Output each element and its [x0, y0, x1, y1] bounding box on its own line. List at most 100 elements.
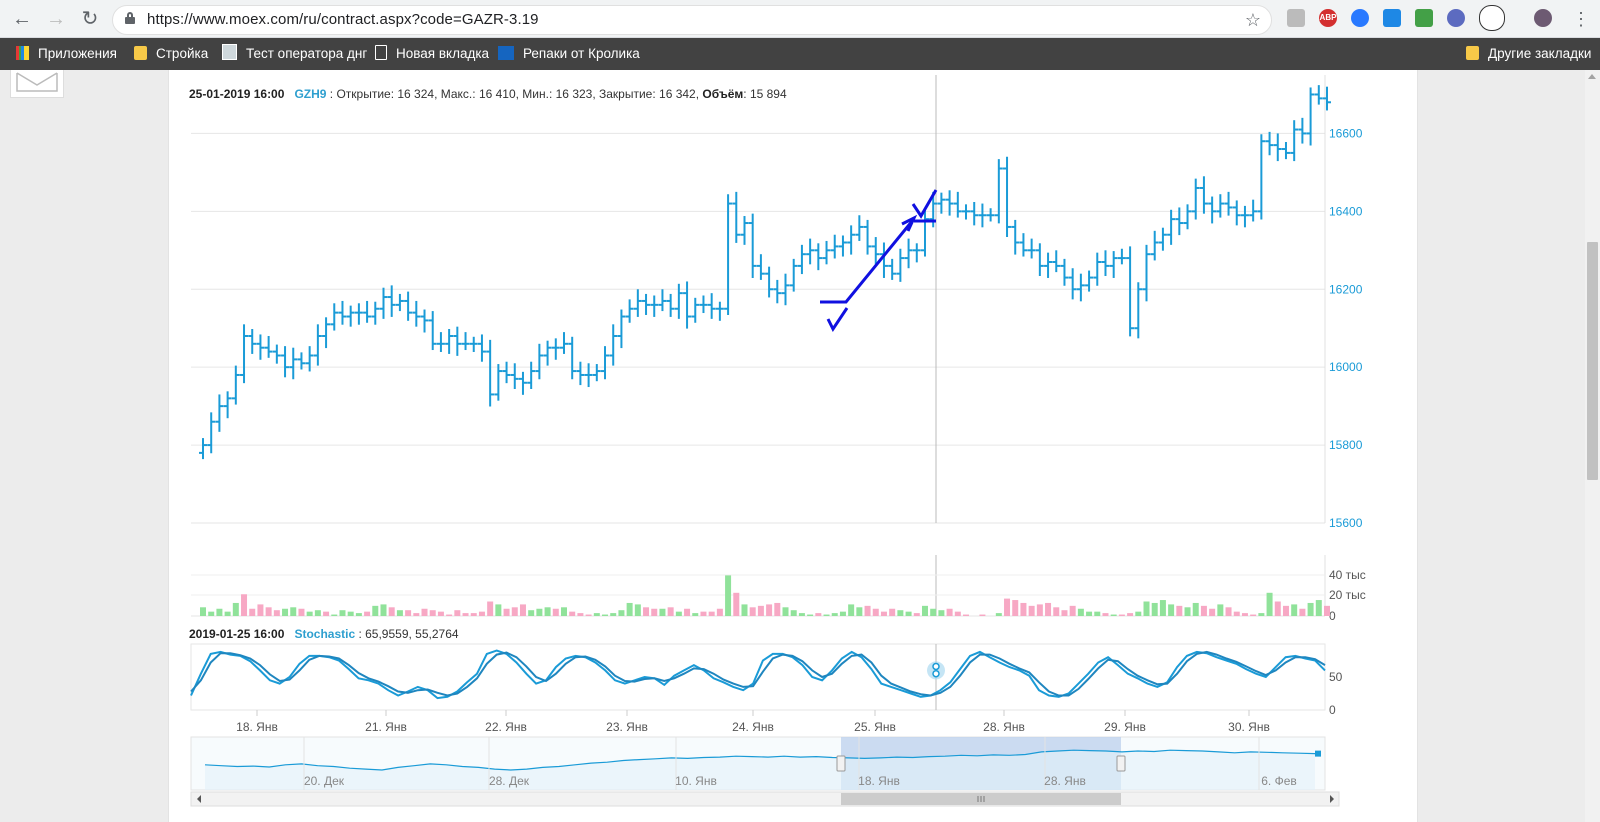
- reload-icon[interactable]: ↻: [81, 8, 99, 30]
- ohlc-bar: [855, 215, 864, 241]
- ohlc-bar: [871, 237, 880, 265]
- extension-e-icon[interactable]: [1351, 9, 1369, 27]
- volume-bar: [823, 614, 830, 616]
- volume-bar: [1077, 608, 1084, 616]
- ohlc-bar: [1323, 86, 1331, 111]
- bookmark-star-icon[interactable]: ☆: [1244, 10, 1261, 30]
- volume-bar: [388, 607, 395, 616]
- ohlc-bar: [207, 412, 216, 454]
- volume-bar: [1151, 602, 1158, 616]
- volume-bar: [1135, 611, 1142, 616]
- volume-bar: [1241, 613, 1248, 616]
- ohlc-bar: [518, 371, 527, 395]
- bookmark-repacks[interactable]: Репаки от Кролика: [498, 38, 640, 70]
- volume-bar: [1168, 604, 1175, 616]
- scroll-right-arrow-icon[interactable]: [1330, 795, 1334, 803]
- extension-play-icon[interactable]: [1383, 9, 1401, 27]
- volume-bar: [519, 604, 526, 616]
- volume-bar: [626, 602, 633, 616]
- ohlc-info-bar: 25-01-2019 16:00 GZH9 : Открытие: 16 324…: [189, 87, 787, 101]
- ohlc-bar: [986, 208, 995, 222]
- ohlc-bar: [404, 291, 413, 321]
- ohlc-bar: [773, 279, 782, 304]
- volume-bar: [405, 610, 412, 616]
- volume-bar: [782, 607, 789, 616]
- volume-bar: [273, 610, 280, 616]
- ohlc-bar: [592, 364, 601, 382]
- ohlc-bar: [1085, 270, 1094, 292]
- volume-bar: [741, 604, 748, 616]
- volume-tick-label: 40 тыс: [1329, 568, 1366, 582]
- info-volume-label: Объём: [702, 87, 744, 101]
- ohlc-bar: [1060, 258, 1069, 286]
- ohlc-bar: [445, 328, 454, 354]
- ohlc-bar: [1273, 133, 1282, 162]
- y-tick-label: 16000: [1329, 360, 1363, 374]
- navigator-scrollbar-track[interactable]: [190, 791, 1340, 807]
- ohlc-bar: [609, 324, 618, 366]
- navigator-handle[interactable]: [1116, 755, 1126, 772]
- bookmark-other[interactable]: Другие закладки: [1466, 38, 1591, 70]
- extension-gear-icon[interactable]: [1447, 9, 1465, 27]
- scroll-left-arrow-icon[interactable]: [197, 795, 201, 803]
- ohlc-bar: [633, 289, 642, 317]
- volume-bar: [331, 614, 338, 616]
- ohlc-bar: [1175, 207, 1184, 236]
- profile-avatar-icon[interactable]: [1534, 9, 1552, 27]
- volume-bar: [569, 611, 576, 616]
- ohlc-bar: [486, 339, 495, 407]
- volume-bar: [995, 613, 1002, 616]
- volume-bar: [1266, 592, 1273, 616]
- ohlc-bar: [289, 347, 298, 380]
- ohlc-bar: [1003, 156, 1012, 238]
- volume-bar: [774, 602, 781, 616]
- ohlc-bar: [305, 346, 314, 372]
- ohlc-bar: [970, 201, 979, 226]
- avito-eye-icon[interactable]: [1479, 5, 1505, 31]
- stoch-name: Stochastic: [294, 627, 356, 641]
- volume-bar: [839, 611, 846, 616]
- menu-dots-icon[interactable]: ⋮: [1572, 9, 1590, 29]
- volume-bar: [487, 601, 494, 616]
- volume-bar: [749, 607, 756, 616]
- volume-bar: [807, 614, 814, 616]
- navigator-endpoint: [1315, 750, 1321, 757]
- navigator-area: [205, 750, 1315, 790]
- x-tick-label: 18. Янв: [236, 720, 278, 734]
- volume-bar: [716, 608, 723, 616]
- address-bar[interactable]: https://www.moex.com/ru/contract.aspx?co…: [112, 5, 1272, 35]
- back-arrow-icon[interactable]: ←: [12, 8, 32, 30]
- bookmark-stroyka[interactable]: Стройка: [134, 38, 208, 70]
- ohlc-bar: [420, 309, 429, 333]
- volume-bar: [1192, 602, 1199, 616]
- volume-bar: [1291, 604, 1298, 616]
- mail-envelope-icon[interactable]: [10, 70, 64, 98]
- scroll-up-arrow-icon[interactable]: [1588, 74, 1596, 79]
- volume-bar: [429, 610, 436, 616]
- adblock-plus-icon[interactable]: ABP: [1319, 9, 1337, 27]
- page-scrollbar[interactable]: [1585, 70, 1600, 822]
- navigator-handle[interactable]: [836, 755, 846, 772]
- volume-bar: [618, 610, 625, 616]
- volume-bar: [880, 611, 887, 616]
- ohlc-bar: [1142, 244, 1151, 302]
- y-tick-label: 15600: [1329, 516, 1363, 530]
- bookmark-test[interactable]: Тест оператора днг: [222, 38, 367, 70]
- x-tick-label: 22. Янв: [485, 720, 527, 734]
- volume-bar: [1217, 604, 1224, 616]
- forward-arrow-icon[interactable]: →: [46, 8, 66, 30]
- crosshair-point: [932, 662, 940, 671]
- ohlc-bar: [1208, 196, 1217, 224]
- url-text[interactable]: https://www.moex.com/ru/contract.aspx?co…: [147, 11, 539, 28]
- bookmark-apps[interactable]: Приложения: [16, 38, 117, 70]
- bookmark-new-tab[interactable]: Новая вкладка: [375, 38, 489, 70]
- scrollbar-thumb[interactable]: [1587, 242, 1598, 480]
- ohlc-bar: [387, 285, 396, 317]
- extension-cloud-icon[interactable]: [1287, 9, 1305, 27]
- ohlc-bar: [264, 336, 273, 358]
- ohlc-bar: [797, 244, 806, 275]
- price-chart[interactable]: 16600 16400 16200 16000 15800 15600 40 тыс 20 т…: [169, 70, 1417, 822]
- extension-green-icon[interactable]: [1415, 9, 1433, 27]
- stochastic-k-line: [190, 649, 1326, 700]
- chart-card: 25-01-2019 16:00 GZH9 : Открытие: 16 324…: [168, 70, 1418, 822]
